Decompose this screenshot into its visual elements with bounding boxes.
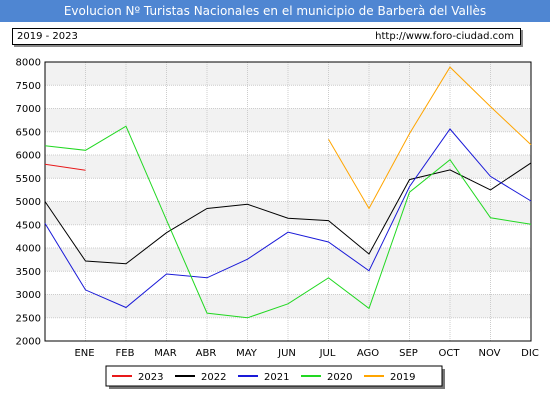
x-tick-label: DIC <box>521 348 539 359</box>
x-tick-label: MAR <box>154 348 176 359</box>
legend-label: 2020 <box>327 372 352 383</box>
plot-band <box>45 248 531 272</box>
period-label: 2019 - 2023 <box>17 31 78 42</box>
legend: 2023 2022 2021 2020 2019 <box>105 365 445 389</box>
x-tick-label: NOV <box>478 348 500 359</box>
series-line-2019 <box>328 66 532 210</box>
y-tick-label: 4500 <box>16 220 41 231</box>
y-tick-label: 5500 <box>16 174 41 185</box>
x-tick-label: AGO <box>357 348 379 359</box>
legend-box <box>105 365 443 387</box>
y-tick-label: 2500 <box>16 313 41 324</box>
legend-label: 2022 <box>201 372 226 383</box>
series-line-2022 <box>44 162 532 265</box>
y-tick-label: 6000 <box>16 151 41 162</box>
y-tick-label: 4000 <box>16 244 41 255</box>
legend-label: 2023 <box>138 372 163 383</box>
x-tick-label: SEP <box>399 348 418 359</box>
y-tick-label: 8000 <box>16 58 41 69</box>
series-line-2020 <box>44 125 532 319</box>
x-tick-label: FEB <box>116 348 135 359</box>
source-url: http://www.foro-ciudad.com <box>375 31 514 42</box>
series-line-2021 <box>44 128 532 309</box>
x-tick-label: JUL <box>319 348 336 359</box>
legend-label: 2019 <box>390 372 415 383</box>
y-tick-label: 2000 <box>16 337 41 348</box>
chart-title: Evolucion Nº Turistas Nacionales en el m… <box>0 0 550 22</box>
x-tick-label: MAY <box>236 348 258 359</box>
y-axis-labels: 2000 2500 3000 3500 4000 4500 5000 5500 6000 6500… <box>16 58 41 348</box>
legend-label: 2021 <box>264 372 289 383</box>
x-tick-label: OCT <box>439 348 461 359</box>
y-tick-label: 3000 <box>16 290 41 301</box>
series-line-2023 <box>44 163 86 171</box>
x-tick-label: ENE <box>74 348 94 359</box>
info-bar: 2019 - 2023 http://www.foro-ciudad.com <box>12 28 521 45</box>
y-tick-label: 3500 <box>16 267 41 278</box>
series-lines <box>44 66 532 319</box>
y-tick-label: 5000 <box>16 197 41 208</box>
plot-band <box>45 62 531 86</box>
x-tick-label: JUN <box>277 348 296 359</box>
y-tick-label: 7000 <box>16 104 41 115</box>
y-tick-label: 6500 <box>16 127 41 138</box>
x-axis-labels: ENE FEB MAR ABR MAY JUN JUL AGO SEP OCT NOV DIC <box>74 348 538 359</box>
y-tick-label: 7500 <box>16 81 41 92</box>
x-tick-label: ABR <box>196 348 217 359</box>
